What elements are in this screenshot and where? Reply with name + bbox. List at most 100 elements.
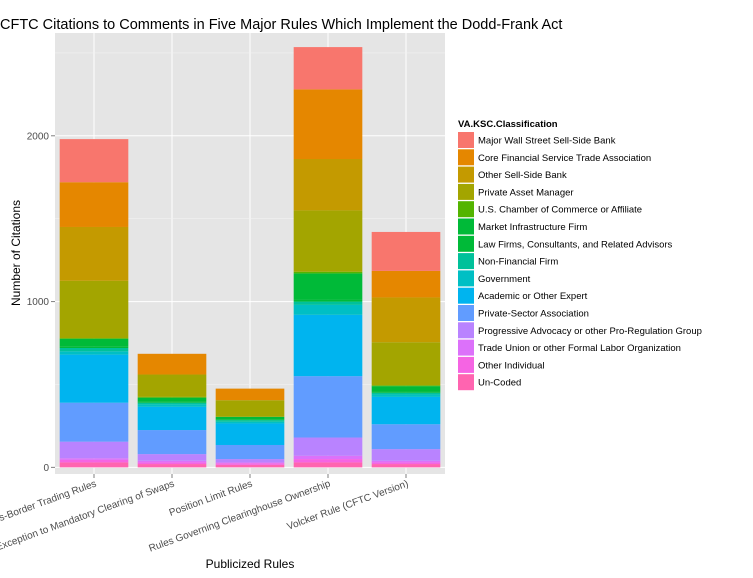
bar-segment	[59, 462, 129, 468]
bar-segment	[371, 462, 441, 465]
legend-key	[458, 356, 474, 373]
bar-segment	[293, 437, 363, 456]
bar-segment	[371, 424, 441, 450]
bar-segment	[293, 304, 363, 315]
legend-label: U.S. Chamber of Commerce or Affiliate	[478, 205, 642, 216]
legend-label: Law Firms, Consultants, and Related Advi…	[478, 239, 673, 250]
bar-segment	[293, 89, 363, 159]
y-tick-label: 0	[43, 463, 49, 474]
bar-segment	[371, 464, 441, 468]
legend-label: Private Asset Manager	[478, 187, 574, 198]
legend-label: Other Sell-Side Bank	[478, 170, 567, 181]
bar-segment	[215, 459, 285, 463]
legend-key	[458, 339, 474, 356]
legend-label: Trade Union or other Formal Labor Organi…	[478, 343, 681, 354]
legend-label: Market Infrastructure Firm	[478, 222, 587, 233]
legend-key	[458, 166, 474, 183]
bar-segment	[137, 430, 207, 455]
bar-segment	[59, 139, 129, 183]
legend-key	[458, 287, 474, 304]
bar-segment	[215, 420, 285, 422]
legend-key	[458, 253, 474, 270]
bar-segment	[371, 385, 441, 387]
bar-segment	[371, 460, 441, 463]
bar-segment	[215, 400, 285, 417]
y-tick-label: 1000	[27, 297, 50, 308]
bar-segment	[215, 464, 285, 468]
bar-segment	[215, 388, 285, 401]
legend-label: Core Financial Service Trade Association	[478, 153, 651, 164]
legend: VA.KSC.Classification Major Wall Street …	[458, 119, 702, 391]
chart-title: CFTC Citations to Comments in Five Major…	[0, 17, 562, 33]
bar-segment	[293, 459, 363, 463]
legend-key	[458, 235, 474, 252]
bar-segment	[215, 462, 285, 464]
legend-label: Private-Sector Association	[478, 309, 589, 320]
legend-label: Un-Coded	[478, 378, 521, 389]
bar-segment	[371, 342, 441, 386]
legend-key	[458, 270, 474, 287]
bar-segment	[59, 351, 129, 355]
bar-segment	[293, 159, 363, 211]
legend-items: Major Wall Street Sell-Side Bank Core Fin…	[458, 132, 702, 391]
bar-segment	[293, 301, 363, 305]
bar-segment	[371, 396, 441, 425]
bar-segment	[215, 416, 285, 420]
legend-key	[458, 374, 474, 391]
bar-segment	[215, 419, 285, 421]
legend-key	[458, 149, 474, 166]
bar-segment	[59, 338, 129, 347]
bar-segment	[293, 314, 363, 377]
bar-segment	[371, 449, 441, 461]
bar-segment	[371, 270, 441, 298]
bar-segment	[137, 406, 207, 431]
bar-segment	[137, 397, 207, 402]
bar-segment	[59, 280, 129, 339]
bar-segment	[215, 423, 285, 445]
legend-key	[458, 218, 474, 235]
x-axis: Cross-Border Trading RulesEnd-User Excep…	[0, 474, 410, 569]
bar-segment	[293, 273, 363, 300]
bar-segment	[59, 338, 129, 339]
legend-label: Other Individual	[478, 360, 545, 371]
bar-segment	[59, 226, 129, 281]
bar-segment	[293, 376, 363, 438]
legend-label: Academic or Other Expert	[478, 291, 588, 302]
y-axis: 0 1000 2000	[27, 131, 55, 474]
legend-key	[458, 132, 474, 148]
bar-segment	[59, 458, 129, 460]
bars	[59, 47, 441, 468]
bar-segment	[137, 374, 207, 397]
bar-segment	[215, 421, 285, 424]
bar-segment	[293, 271, 363, 274]
legend-key	[458, 201, 474, 218]
legend-label: Progressive Advocacy or other Pro-Regula…	[478, 326, 702, 337]
bar-segment	[293, 210, 363, 272]
bar-segment	[215, 444, 285, 460]
bar-segment	[59, 459, 129, 463]
bar-segment	[137, 460, 207, 463]
bar-segment	[293, 455, 363, 460]
legend-key	[458, 322, 474, 339]
bar-segment	[137, 396, 207, 398]
legend-label: Major Wall Street Sell-Side Bank	[478, 136, 616, 147]
bar-segment	[59, 346, 129, 348]
bar-segment	[59, 441, 129, 459]
bar-segment	[293, 299, 363, 302]
bar-segment	[137, 353, 207, 375]
bar-segment	[137, 401, 207, 403]
legend-label: Non-Financial Firm	[478, 257, 558, 268]
y-tick-label: 2000	[27, 131, 50, 142]
bar-segment	[215, 463, 285, 465]
bar-segment	[371, 297, 441, 343]
bar-segment	[293, 47, 363, 90]
bar-segment	[59, 348, 129, 352]
bar-segment	[371, 231, 441, 271]
y-axis-title: Number of Citations	[9, 200, 23, 306]
bar-segment	[137, 404, 207, 407]
bar-segment	[59, 402, 129, 442]
bar-segment	[137, 454, 207, 461]
legend-title: VA.KSC.Classification	[458, 119, 558, 130]
x-axis-title: Publicized Rules	[206, 557, 295, 571]
